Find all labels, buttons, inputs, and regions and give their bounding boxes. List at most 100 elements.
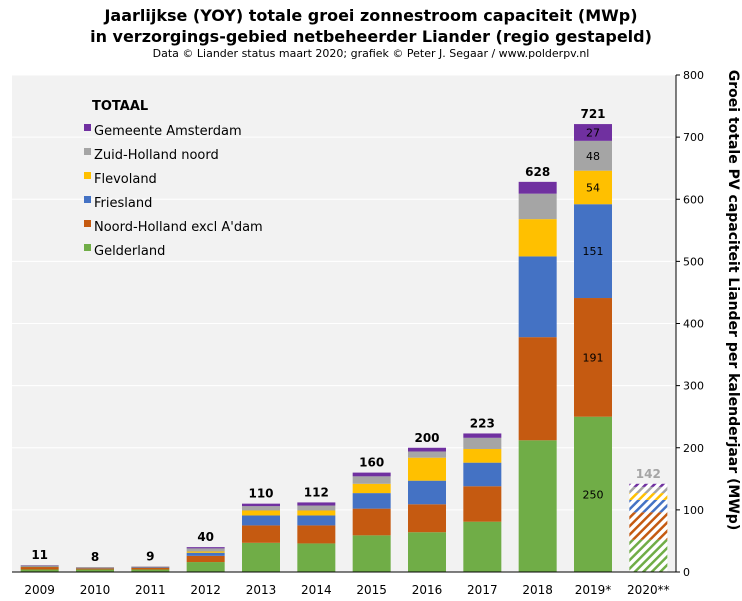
y-tick-label: 200 — [683, 442, 704, 455]
bar-segment — [297, 525, 336, 544]
bar-segment-label: 191 — [583, 351, 604, 364]
data-labels: 11 2009 8 2010 9 2011 40 2012 110 2013 112 2014 160 2… — [24, 107, 669, 597]
chart-subtitle: Data © Liander status maart 2020; grafie… — [152, 47, 590, 60]
bar-segment — [186, 555, 225, 563]
legend-swatch — [84, 148, 91, 155]
y-tick-label: 0 — [683, 566, 690, 579]
bar-segment — [352, 472, 391, 477]
bar-total-label: 11 — [31, 548, 48, 562]
bar-segment-label: 250 — [583, 488, 604, 501]
bar-segment — [574, 140, 612, 171]
bar-segment — [186, 548, 225, 552]
bar-segment — [574, 124, 612, 141]
bar-segment — [242, 510, 280, 516]
bar-segment — [297, 543, 336, 572]
bar-segment — [463, 437, 502, 449]
bar-segment — [131, 567, 170, 570]
x-tick-label: 2017 — [467, 583, 498, 597]
x-tick-label: 2019* — [575, 583, 612, 597]
legend-title: TOTAAL — [92, 99, 148, 114]
legend-label: Flevoland — [94, 172, 157, 187]
bar-segment — [352, 493, 391, 509]
bar-segment — [131, 567, 170, 568]
x-tick-label: 2018 — [522, 583, 553, 597]
chart-title-line-1: Jaarlijkse (YOY) totale groei zonnestroo… — [104, 6, 638, 25]
bar-segment — [408, 480, 446, 505]
legend-swatch — [84, 244, 91, 251]
legend-label: Zuid-Holland noord — [94, 148, 219, 163]
legend-swatch — [84, 196, 91, 203]
bar-segment — [518, 256, 557, 338]
bar-segment — [574, 416, 612, 572]
bar-segment — [352, 476, 391, 484]
bar-segment-label: 27 — [586, 126, 600, 139]
legend-label: Noord-Holland excl A'dam — [94, 220, 263, 235]
bar-total-label: 200 — [414, 431, 439, 445]
bar-segment — [629, 539, 668, 572]
bar-segment — [629, 499, 668, 513]
x-tick-label: 2011 — [135, 583, 166, 597]
bar-segment — [629, 483, 668, 487]
bar-segment — [352, 508, 391, 536]
bar-segment-label: 54 — [586, 181, 600, 194]
bar-segment — [20, 569, 59, 572]
bar-segment — [352, 483, 391, 494]
bar-segment — [518, 193, 557, 220]
legend-swatch — [84, 124, 91, 131]
bar-segment-label: 151 — [583, 245, 604, 258]
bar-segment — [408, 532, 446, 572]
bar-total-label: 721 — [580, 107, 605, 121]
bar-segment — [629, 486, 668, 494]
bar-segment — [574, 298, 612, 417]
y-axis-label: Groei totale PV capaciteit Liander per k… — [725, 69, 741, 531]
bar-segment — [297, 510, 336, 516]
y-tick-label: 600 — [683, 193, 704, 206]
bar-segment — [186, 552, 225, 556]
bar-segment — [629, 493, 668, 500]
bar-segment — [518, 337, 557, 441]
bar-segment — [186, 562, 225, 572]
bar-segment — [408, 457, 446, 481]
bar-total-label: 223 — [470, 416, 495, 430]
legend-swatch — [84, 172, 91, 179]
bar-segment — [463, 521, 502, 572]
bar-segment — [463, 486, 502, 522]
bar-segment — [463, 462, 502, 487]
x-tick-label: 2014 — [301, 583, 332, 597]
bar-segment — [76, 568, 114, 570]
bar-total-label: 8 — [91, 550, 99, 564]
y-tick-label: 400 — [683, 318, 704, 331]
gridlines — [12, 74, 676, 573]
y-tick-label: 700 — [683, 131, 704, 144]
legend-label: Gemeente Amsterdam — [94, 124, 242, 139]
bar-total-label: 142 — [636, 467, 661, 481]
bar-segment — [352, 535, 391, 572]
bar-segment — [76, 569, 114, 572]
y-tick-label: 800 — [683, 69, 704, 82]
legend-label: Friesland — [94, 196, 152, 211]
bar-segment — [518, 181, 557, 194]
legend-swatch — [84, 220, 91, 227]
y-tick-label: 300 — [683, 380, 704, 393]
bar-segment — [518, 219, 557, 257]
y-tick-label: 100 — [683, 504, 704, 517]
bars — [20, 124, 668, 572]
bar-segment — [242, 503, 280, 507]
x-tick-label: 2020** — [627, 583, 670, 597]
x-tick-label: 2010 — [80, 583, 111, 597]
bar-segment — [629, 512, 668, 540]
bar-segment — [242, 506, 280, 511]
bar-total-label: 110 — [248, 487, 273, 501]
bar-segment — [297, 515, 336, 526]
bar-segment — [297, 505, 336, 511]
bar-segment-label: 48 — [586, 150, 600, 163]
bar-segment — [408, 451, 446, 458]
bar-segment — [20, 567, 59, 570]
bar-segment — [131, 569, 170, 572]
legend: TOTAAL Gemeente Amsterdam Zuid-Holland noo… — [84, 99, 263, 259]
bar-segment — [463, 448, 502, 463]
bar-segment — [408, 447, 446, 452]
bar-segment — [242, 525, 280, 543]
chart-title-line-2: in verzorgings-gebied netbeheerder Liand… — [90, 27, 652, 46]
